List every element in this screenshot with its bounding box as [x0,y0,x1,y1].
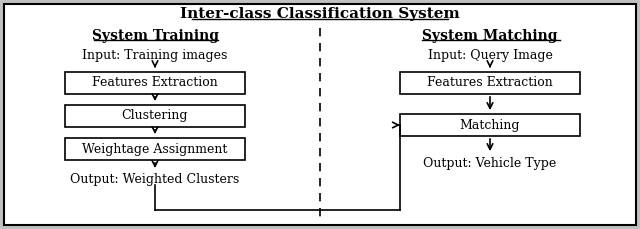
Bar [65,72,245,94]
Text: Weightage Assignment: Weightage Assignment [83,142,228,155]
Text: System Training: System Training [92,29,218,43]
Bar [400,72,580,94]
Text: Matching: Matching [460,118,520,131]
Text: System Matching: System Matching [422,29,557,43]
Text: Input: Query Image: Input: Query Image [428,49,552,63]
Bar [400,114,580,136]
Text: Features Extraction: Features Extraction [427,76,553,90]
Text: Clustering: Clustering [122,109,188,123]
Text: Inter-class Classification System: Inter-class Classification System [180,7,460,21]
Bar [65,138,245,160]
Text: Output: Weighted Clusters: Output: Weighted Clusters [70,174,239,186]
Text: Input: Training images: Input: Training images [83,49,228,63]
Text: Output: Vehicle Type: Output: Vehicle Type [424,156,557,169]
Bar [65,105,245,127]
Text: Features Extraction: Features Extraction [92,76,218,90]
